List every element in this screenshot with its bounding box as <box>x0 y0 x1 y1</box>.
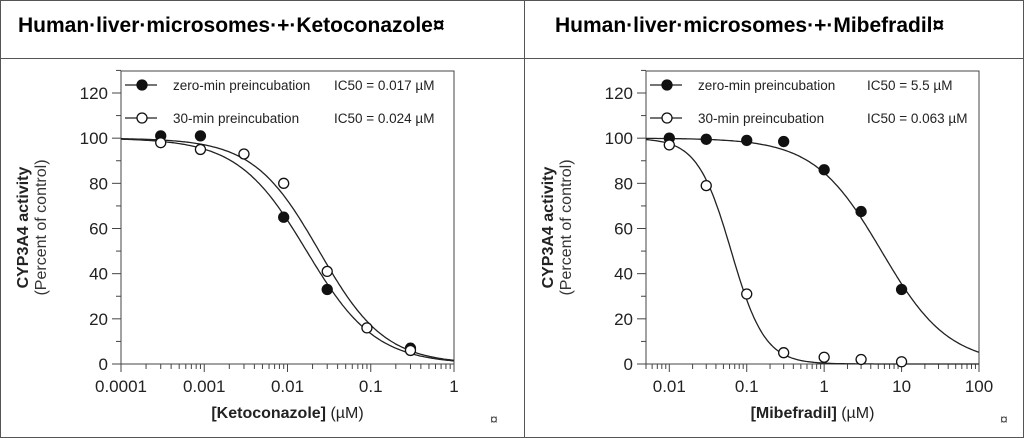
data-point-filled <box>895 283 908 296</box>
data-point-open <box>278 177 290 189</box>
legend-label: 30-min preincubation <box>698 111 824 126</box>
y-tick-label: 100 <box>80 129 108 148</box>
y-tick-label: 40 <box>614 265 633 284</box>
data-point-open <box>855 353 867 366</box>
x-tick-label: 0.1 <box>359 377 383 396</box>
data-point-filled <box>741 134 753 147</box>
legend-marker <box>136 112 148 124</box>
fit-curve <box>121 138 455 362</box>
legend-marker <box>661 79 673 91</box>
column-divider <box>524 0 525 438</box>
y-tick-label: 0 <box>99 355 108 374</box>
data-point-filled <box>194 130 207 142</box>
y-tick-label: 40 <box>89 265 108 284</box>
data-point-open <box>194 143 207 156</box>
data-point-open <box>155 137 167 149</box>
x-tick-label: 0.1 <box>735 377 759 396</box>
y-axis-label: CYP3A4 activity <box>15 166 32 288</box>
fit-curve <box>646 137 980 353</box>
data-point-open <box>361 322 373 334</box>
data-point-filled <box>778 135 790 148</box>
y-tick-label: 120 <box>80 84 108 103</box>
x-tick-label: 10 <box>892 377 911 396</box>
data-point-filled <box>700 133 712 145</box>
data-point-open <box>321 265 333 278</box>
data-point-open <box>778 347 790 359</box>
legend-ic50: IC50 = 0.024 µM <box>334 111 434 126</box>
legend-label: zero-min preincubation <box>173 78 310 93</box>
y-tick-label: 60 <box>89 220 108 239</box>
x-tick-label: 0.01 <box>271 377 304 396</box>
data-point-filled <box>818 164 830 176</box>
data-point-open <box>818 351 830 363</box>
y-tick-label: 20 <box>614 310 633 329</box>
fit-curve <box>121 138 455 361</box>
data-point-open <box>663 139 675 151</box>
y-tick-label: 60 <box>614 220 633 239</box>
y-tick-label: 100 <box>605 129 633 148</box>
x-tick-label: 100 <box>965 377 993 396</box>
x-tick-label: 1 <box>819 377 828 396</box>
y-axis-sublabel: (Percent of control) <box>33 159 50 295</box>
y-axis-label: CYP3A4 activity <box>540 166 557 288</box>
data-point-filled <box>278 211 290 223</box>
data-point-open <box>741 288 753 300</box>
legend-ic50: IC50 = 0.017 µM <box>334 78 434 93</box>
y-axis-sublabel: (Percent of control) <box>558 159 575 295</box>
legend-label: zero-min preincubation <box>698 78 835 93</box>
data-point-filled <box>855 205 867 218</box>
legend-ic50: IC50 = 0.063 µM <box>867 111 967 126</box>
y-tick-label: 0 <box>624 355 633 374</box>
data-point-open <box>238 148 250 160</box>
legend-label: 30-min preincubation <box>173 111 299 126</box>
legend-marker <box>136 79 148 91</box>
paragraph-mark: ¤ <box>1000 411 1008 427</box>
y-tick-label: 80 <box>89 174 108 193</box>
x-tick-label: 0.001 <box>183 377 226 396</box>
data-point-open <box>895 356 908 368</box>
x-tick-label: 0.0001 <box>95 377 147 396</box>
data-point-filled <box>321 283 333 296</box>
data-point-open <box>404 344 417 357</box>
right-title: Human·liver·microsomes·+·Mibefradil¤ <box>555 14 945 37</box>
fit-curve <box>645 138 979 365</box>
x-tick-label: 0.01 <box>653 377 686 396</box>
y-tick-label: 80 <box>614 174 633 193</box>
paragraph-mark: ¤ <box>490 411 498 427</box>
x-axis-label: [Mibefradil] (µM) <box>751 405 875 422</box>
header-divider <box>0 58 1024 59</box>
x-axis-label: [Ketoconazole] (µM) <box>211 405 363 422</box>
left-title: Human·liver·microsomes·+·Ketoconazole¤ <box>18 14 445 37</box>
x-tick-label: 1 <box>449 377 458 396</box>
legend-ic50: IC50 = 5.5 µM <box>867 78 952 93</box>
y-tick-label: 20 <box>89 310 108 329</box>
data-point-open <box>700 179 712 192</box>
legend-marker <box>661 112 673 124</box>
y-tick-label: 120 <box>605 84 633 103</box>
